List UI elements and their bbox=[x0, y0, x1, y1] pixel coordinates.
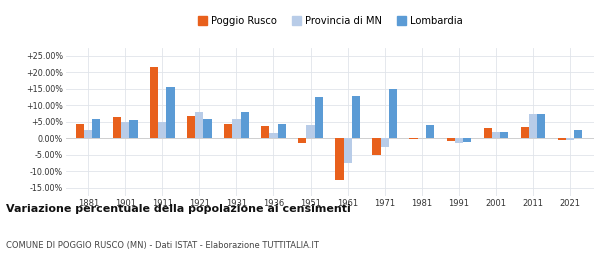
Bar bbox=[344, 138, 352, 163]
Bar bbox=[314, 97, 323, 138]
Bar bbox=[500, 132, 508, 138]
Bar bbox=[455, 138, 463, 143]
Bar bbox=[307, 125, 314, 138]
Text: COMUNE DI POGGIO RUSCO (MN) - Dati ISTAT - Elaborazione TUTTITALIA.IT: COMUNE DI POGGIO RUSCO (MN) - Dati ISTAT… bbox=[6, 241, 319, 250]
Bar bbox=[84, 130, 92, 138]
Bar bbox=[166, 87, 175, 138]
Bar bbox=[380, 138, 389, 146]
Bar bbox=[484, 128, 492, 138]
Bar bbox=[537, 114, 545, 138]
Bar bbox=[130, 120, 137, 138]
Bar bbox=[298, 138, 307, 143]
Bar bbox=[566, 138, 574, 140]
Bar bbox=[232, 119, 241, 138]
Bar bbox=[241, 112, 248, 138]
Bar bbox=[187, 116, 196, 138]
Bar bbox=[426, 125, 434, 138]
Bar bbox=[463, 138, 471, 142]
Bar bbox=[446, 138, 455, 141]
Bar bbox=[557, 138, 566, 140]
Bar bbox=[373, 138, 380, 155]
Bar bbox=[352, 96, 360, 138]
Bar bbox=[196, 112, 203, 138]
Bar bbox=[113, 117, 121, 138]
Bar bbox=[521, 127, 529, 138]
Bar bbox=[335, 138, 344, 179]
Bar bbox=[261, 126, 269, 138]
Bar bbox=[574, 130, 582, 138]
Bar bbox=[158, 122, 166, 138]
Bar bbox=[492, 132, 500, 138]
Bar bbox=[389, 89, 397, 138]
Bar bbox=[121, 122, 130, 138]
Legend: Poggio Rusco, Provincia di MN, Lombardia: Poggio Rusco, Provincia di MN, Lombardia bbox=[196, 14, 464, 28]
Bar bbox=[203, 118, 212, 138]
Text: Variazione percentuale della popolazione ai censimenti: Variazione percentuale della popolazione… bbox=[6, 204, 351, 214]
Bar bbox=[76, 124, 84, 138]
Bar bbox=[224, 124, 232, 138]
Bar bbox=[269, 133, 278, 138]
Bar bbox=[150, 67, 158, 138]
Bar bbox=[529, 114, 537, 138]
Bar bbox=[278, 124, 286, 138]
Bar bbox=[92, 119, 100, 138]
Bar bbox=[409, 138, 418, 139]
